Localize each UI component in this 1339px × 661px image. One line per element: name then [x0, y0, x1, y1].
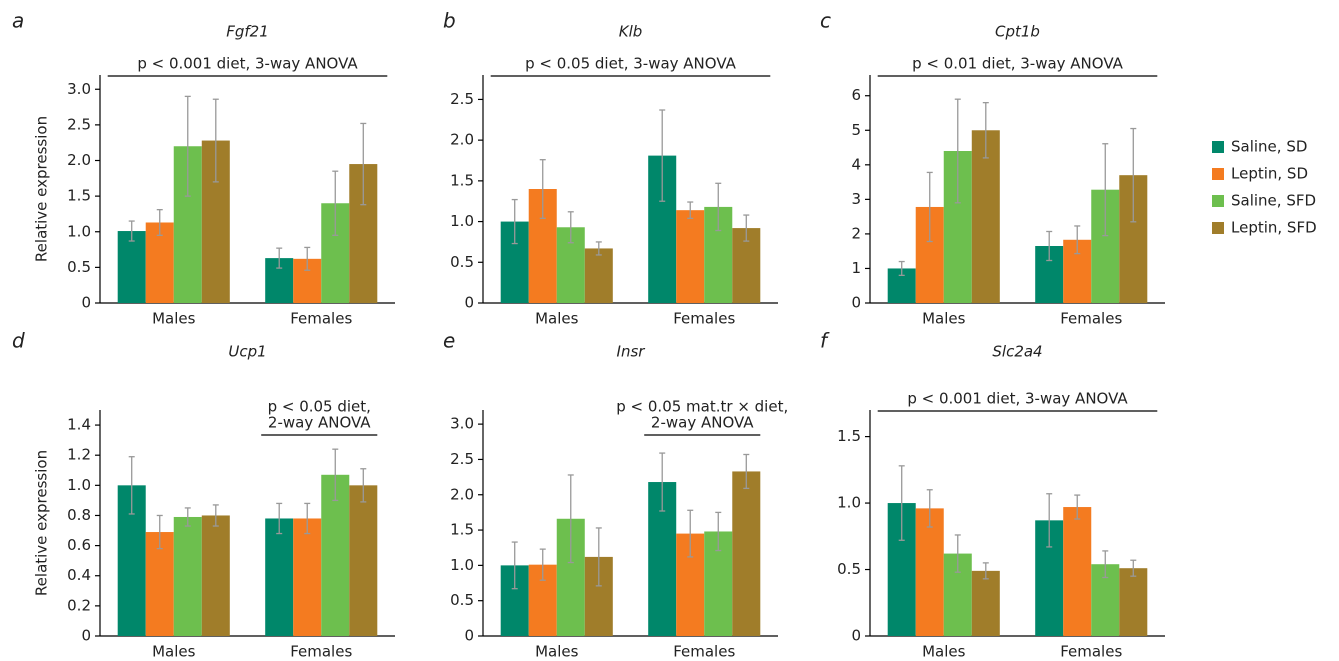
y-tick-label: 3.0 [67, 80, 91, 98]
y-tick-label: 1.0 [450, 556, 474, 574]
y-tick-label: 0 [464, 627, 474, 645]
y-tick-label: 6 [851, 86, 861, 104]
chart-title: Klb [619, 23, 643, 41]
y-tick-label: 0.6 [67, 536, 91, 554]
legend-swatch [1212, 168, 1224, 180]
y-tick-label: 3.0 [450, 415, 474, 433]
y-tick-label: 5 [851, 121, 861, 139]
y-tick-label: 2.5 [450, 90, 474, 108]
annotation-text: p < 0.001 diet, 3-way ANOVA [137, 55, 358, 73]
legend-swatch [1212, 141, 1224, 153]
x-tick-label: Females [673, 310, 735, 328]
y-tick-label: 0 [851, 294, 861, 312]
x-tick-label: Females [673, 643, 735, 661]
bar [732, 471, 761, 636]
y-tick-label: 1.0 [450, 212, 474, 230]
x-tick-label: Males [535, 643, 579, 661]
bar [173, 516, 202, 636]
y-tick-label: 0.5 [67, 258, 91, 276]
bar [1119, 568, 1148, 636]
legend-swatch [1212, 222, 1224, 234]
annotation-text: p < 0.01 diet, 3-way ANOVA [912, 55, 1124, 73]
y-tick-label: 3 [851, 190, 861, 208]
y-tick-label: 2.0 [67, 151, 91, 169]
bar [676, 210, 705, 303]
y-tick-label: 0.5 [450, 591, 474, 609]
legend-label: Saline, SFD [1231, 192, 1316, 210]
legend-swatch [1212, 195, 1224, 207]
y-tick-label: 4 [851, 155, 861, 173]
x-tick-label: Males [922, 643, 966, 661]
y-tick-label: 0 [851, 627, 861, 645]
x-tick-label: Males [922, 310, 966, 328]
y-tick-label: 2.0 [450, 131, 474, 149]
y-tick-label: 0 [464, 294, 474, 312]
annotation-text: p < 0.05 diet, [268, 398, 371, 416]
panel-letter: d [12, 329, 25, 353]
x-tick-label: Females [290, 310, 352, 328]
x-tick-label: Females [1060, 310, 1122, 328]
y-tick-label: 1.0 [67, 222, 91, 240]
y-tick-label: 0.4 [67, 566, 91, 584]
bar [117, 231, 146, 303]
y-tick-label: 2.5 [67, 115, 91, 133]
annotation-text: 2-way ANOVA [268, 414, 371, 432]
bar [265, 518, 294, 636]
bar [971, 570, 1000, 636]
chart-title: Cpt1b [995, 23, 1040, 41]
y-tick-label: 1 [851, 259, 861, 277]
y-axis-label: Relative expression [33, 450, 51, 596]
y-tick-label: 2.5 [450, 450, 474, 468]
y-tick-label: 2 [851, 224, 861, 242]
y-tick-label: 1.4 [67, 416, 91, 434]
bar [349, 485, 378, 636]
annotation-text: p < 0.05 diet, 3-way ANOVA [525, 55, 737, 73]
y-tick-label: 0 [81, 627, 91, 645]
panel-letter: f [820, 329, 830, 353]
y-tick-label: 1.5 [450, 171, 474, 189]
bar [145, 532, 174, 636]
y-axis-label: Relative expression [33, 116, 51, 262]
y-tick-label: 1.5 [450, 521, 474, 539]
legend-label: Leptin, SFD [1231, 219, 1317, 237]
annotation-text: p < 0.05 mat.tr × diet, [616, 398, 788, 416]
annotation-text: 2-way ANOVA [651, 414, 754, 432]
y-tick-label: 1.0 [67, 476, 91, 494]
bar [293, 518, 322, 636]
y-tick-label: 0 [81, 294, 91, 312]
y-tick-label: 2.0 [450, 485, 474, 503]
panel-letter: a [12, 9, 24, 33]
chart-title: Fgf21 [226, 23, 269, 41]
x-tick-label: Males [152, 643, 196, 661]
legend-label: Leptin, SD [1231, 165, 1308, 183]
y-tick-label: 1.5 [837, 427, 861, 445]
bar [1063, 507, 1092, 636]
y-tick-label: 0.5 [450, 253, 474, 271]
bar [915, 508, 944, 636]
chart-title: Slc2a4 [992, 343, 1042, 361]
x-tick-label: Females [1060, 643, 1122, 661]
bar [971, 130, 1000, 303]
y-tick-label: 0.5 [837, 560, 861, 578]
panel-letter: e [443, 329, 455, 353]
y-tick-label: 1.0 [837, 494, 861, 512]
annotation-text: p < 0.001 diet, 3-way ANOVA [907, 390, 1128, 408]
x-tick-label: Males [152, 310, 196, 328]
x-tick-label: Females [290, 643, 352, 661]
bar [321, 474, 350, 636]
chart-title: Insr [617, 343, 646, 361]
y-tick-label: 0.8 [67, 506, 91, 524]
legend-label: Saline, SD [1231, 138, 1307, 156]
x-tick-label: Males [535, 310, 579, 328]
chart-title: Ucp1 [228, 343, 266, 361]
panel-letter: c [820, 9, 831, 33]
y-tick-label: 0.2 [67, 596, 91, 614]
bar [201, 515, 230, 636]
panel-letter: b [443, 9, 456, 33]
bar [584, 248, 613, 303]
y-tick-label: 1.5 [67, 187, 91, 205]
y-tick-label: 1.2 [67, 446, 91, 464]
